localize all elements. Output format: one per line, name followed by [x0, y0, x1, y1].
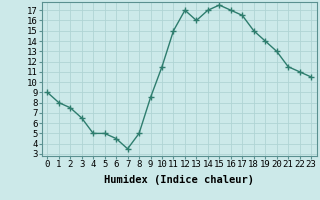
X-axis label: Humidex (Indice chaleur): Humidex (Indice chaleur) — [104, 175, 254, 185]
